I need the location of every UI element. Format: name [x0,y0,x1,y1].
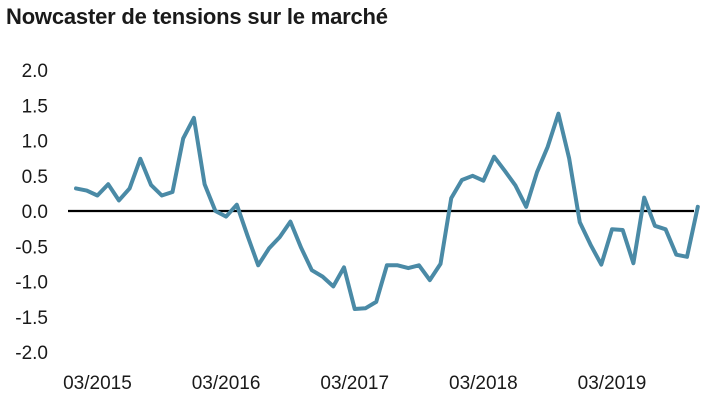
y-tick-label: 2.0 [22,61,48,82]
x-tick-label: 03/2016 [192,373,261,394]
y-tick-label: 1.0 [22,132,48,153]
y-tick-label: 1.5 [22,96,48,117]
y-tick-label: 0.5 [22,167,48,188]
y-tick-label: -1.5 [15,308,48,329]
x-tick-label: 03/2019 [578,373,647,394]
y-axis-ticks: 2.0 1.5 1.0 0.5 0.0 -0.5 -1.0 -1.5 -2.0 [15,61,48,364]
y-tick-label: -1.0 [15,273,48,294]
x-tick-label: 03/2018 [449,373,518,394]
y-tick-label: -0.5 [15,237,48,258]
x-tick-label: 03/2017 [320,373,389,394]
x-axis-ticks: 03/2015 03/2016 03/2017 03/2018 03/2019 [63,373,646,394]
series-line [74,111,700,311]
y-tick-label: 0.0 [22,202,48,223]
x-tick-label: 03/2015 [63,373,132,394]
chart-title: Nowcaster de tensions sur le marché [6,4,388,29]
y-tick-label: -2.0 [15,343,48,364]
